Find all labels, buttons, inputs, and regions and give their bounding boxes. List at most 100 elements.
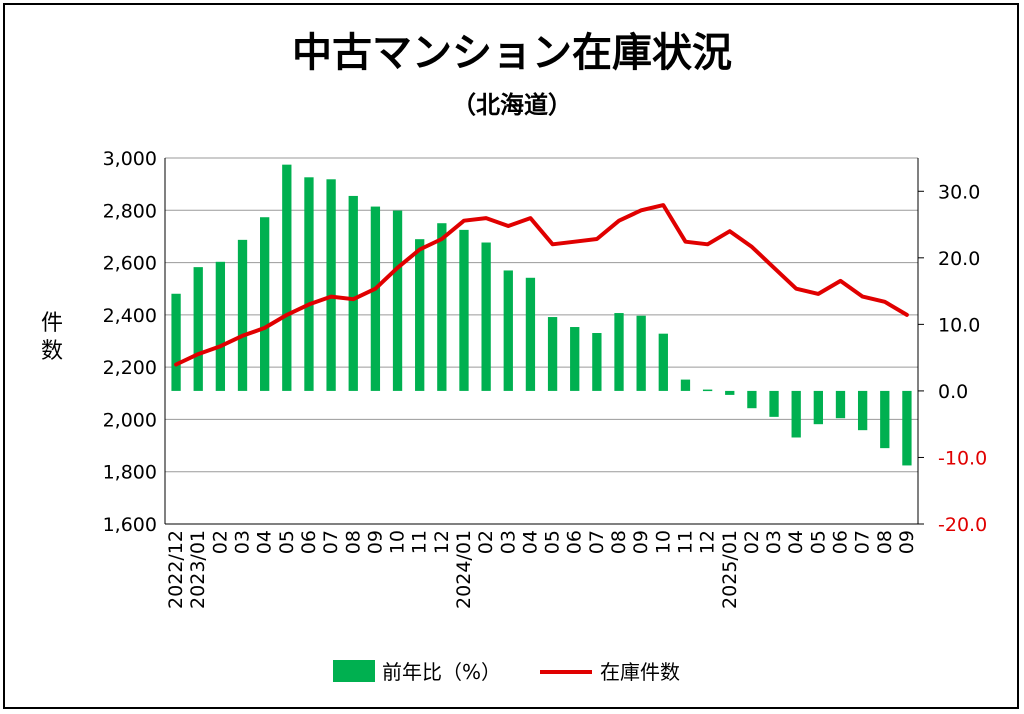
y-tick-right: -20.0 xyxy=(938,514,987,536)
legend-label-bar: 前年比（%） xyxy=(382,660,501,684)
y-tick-left: 2,400 xyxy=(103,305,157,327)
y-tick-left: 2,600 xyxy=(103,253,157,275)
x-tick-label: 02 xyxy=(475,530,497,554)
gridlines xyxy=(165,157,918,525)
bar xyxy=(503,270,513,391)
line-point xyxy=(839,280,841,282)
chart-title: 中古マンション在庫状況 xyxy=(292,30,732,76)
x-tick-label: 2025/01 xyxy=(719,530,741,609)
bar xyxy=(835,390,846,419)
bar xyxy=(282,164,292,391)
legend: 前年比（%） 在庫件数 xyxy=(333,660,680,684)
y-tick-right: -10.0 xyxy=(938,447,987,469)
bar xyxy=(437,223,447,391)
chart-subtitle: （北海道） xyxy=(452,91,572,119)
x-tick-label: 07 xyxy=(586,530,608,554)
x-tick-label: 07 xyxy=(852,530,874,554)
y-tick-left: 1,800 xyxy=(103,462,157,484)
line-point xyxy=(529,217,531,219)
line-point xyxy=(197,353,199,355)
x-tick-label: 09 xyxy=(364,530,386,554)
line-point xyxy=(441,238,443,240)
x-tick-label: 03 xyxy=(497,530,519,554)
bar xyxy=(636,315,646,391)
legend-swatch-bar xyxy=(333,660,375,682)
bar xyxy=(348,195,358,391)
axes: 1,600 1,800 2,000 2,200 2,400 2,600 2,800 3,000… xyxy=(103,148,988,536)
x-tick-label: 02 xyxy=(209,530,231,554)
bar xyxy=(215,261,226,391)
bar xyxy=(725,390,735,395)
x-tick-label: 05 xyxy=(807,530,829,554)
bar xyxy=(592,333,602,391)
legend-label-line: 在庫件数 xyxy=(600,660,680,684)
x-tick-label: 08 xyxy=(874,530,896,554)
x-tick-label: 04 xyxy=(254,530,276,554)
bar xyxy=(614,313,624,391)
line-point xyxy=(374,288,376,290)
line-point xyxy=(286,314,288,316)
bar xyxy=(459,229,469,391)
x-tick-label: 12 xyxy=(697,530,719,554)
bar xyxy=(680,379,691,391)
bar xyxy=(171,293,181,391)
x-tick-label: 05 xyxy=(276,530,298,554)
line-point xyxy=(751,246,753,248)
x-tick-label: 12 xyxy=(431,530,453,554)
x-tick-label: 03 xyxy=(763,530,785,554)
x-tick-label: 04 xyxy=(785,530,807,554)
bar xyxy=(791,390,801,438)
line-point xyxy=(330,296,332,298)
x-tick-label: 08 xyxy=(608,530,630,554)
x-tick-label: 04 xyxy=(519,530,541,554)
y-tick-right: 10.0 xyxy=(938,314,980,336)
y-axis-label-char: 件 xyxy=(41,311,63,336)
bar xyxy=(260,217,270,391)
line-point xyxy=(707,243,709,245)
bar xyxy=(304,177,314,391)
line-point xyxy=(684,241,686,243)
y-tick-left: 3,000 xyxy=(103,148,157,170)
x-tick-label: 2024/01 xyxy=(453,530,475,609)
bar xyxy=(481,242,491,391)
line-point xyxy=(618,220,620,222)
line-point xyxy=(906,314,908,316)
line-point xyxy=(463,220,465,222)
y-tick-right: 30.0 xyxy=(938,181,980,203)
line-point xyxy=(419,249,421,250)
line-point xyxy=(397,267,399,269)
x-tick-label: 2023/01 xyxy=(187,530,209,609)
line-point xyxy=(795,288,797,290)
x-tick-label: 07 xyxy=(320,530,342,554)
bar xyxy=(902,390,912,466)
line-path xyxy=(174,203,909,367)
y-axis-label-left: 件数 xyxy=(41,311,63,364)
line-point xyxy=(485,217,487,219)
y-tick-right: 20.0 xyxy=(938,248,980,270)
bar xyxy=(747,390,757,409)
bar xyxy=(370,206,381,391)
bar xyxy=(658,333,668,391)
x-tick-label: 06 xyxy=(298,530,320,554)
x-tick-label: 02 xyxy=(741,530,763,554)
bar xyxy=(857,390,868,431)
x-tick-label: 06 xyxy=(564,530,586,554)
line-point xyxy=(862,296,864,298)
line-point xyxy=(308,303,310,305)
y-tick-right: 0.0 xyxy=(938,381,968,403)
x-tick-label: 09 xyxy=(630,530,652,554)
y-tick-left: 1,600 xyxy=(103,514,157,536)
bar xyxy=(570,327,580,391)
x-tick-label: 03 xyxy=(232,530,254,554)
line-point xyxy=(242,335,244,337)
x-tick-label: 11 xyxy=(409,530,431,554)
line-point xyxy=(596,238,598,240)
bar xyxy=(702,389,713,392)
x-tick-label: 10 xyxy=(652,530,674,554)
bar-series xyxy=(171,164,912,466)
x-tick-label: 05 xyxy=(542,530,564,554)
line-point xyxy=(219,345,221,347)
bar xyxy=(237,239,248,391)
bar xyxy=(769,390,779,417)
